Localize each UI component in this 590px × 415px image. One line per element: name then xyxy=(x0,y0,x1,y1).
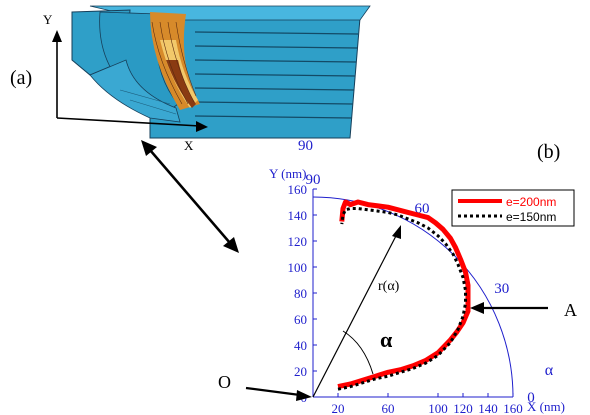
link-arrow xyxy=(141,140,239,253)
series-line-e150 xyxy=(337,207,467,391)
angle-tick-label: 0 xyxy=(527,390,535,406)
link-arrow-head-bottom-icon xyxy=(223,237,239,253)
radius-arrow-icon xyxy=(392,225,401,239)
x-tick-label: 160 xyxy=(503,401,523,415)
polar-chart: 0204060801001201401602060100120140160906… xyxy=(288,172,554,415)
x-tick-label: 20 xyxy=(332,401,345,415)
origin-pointer-head-icon xyxy=(296,390,312,401)
panel-a-x-label: X xyxy=(184,138,194,153)
angle-tick-label: 30 xyxy=(494,281,509,297)
radius-label: r(α) xyxy=(378,279,400,294)
panel-b-label: (b) xyxy=(537,141,560,163)
legend: e=200nm e=150nm xyxy=(451,189,575,227)
x-tick-label: 120 xyxy=(453,401,473,415)
panel-a-axes: Y X 90 xyxy=(43,12,313,154)
origin-pointer xyxy=(245,386,301,397)
panel-a-label: (a) xyxy=(10,67,32,89)
alpha-arc xyxy=(342,330,374,375)
annotations: r(α) α O A xyxy=(218,225,577,401)
x-tick-label: 60 xyxy=(382,401,395,415)
alpha-label: α xyxy=(380,327,393,352)
x-tick-label: 140 xyxy=(478,401,498,415)
y-axis-label: Y (nm) xyxy=(269,166,306,181)
y-tick-label: 80 xyxy=(294,286,307,301)
panel-a-y-label: Y xyxy=(43,12,53,27)
surface-3d-rendering xyxy=(71,5,371,139)
y-tick-label: 20 xyxy=(294,364,307,379)
y-tick-label: 40 xyxy=(294,338,307,353)
panel-a-y-arrow-icon xyxy=(52,30,62,42)
legend-label-e150: e=150nm xyxy=(506,210,556,224)
y-tick-label: 60 xyxy=(294,312,307,327)
y-tick-label: 120 xyxy=(288,234,308,249)
y-tick-label: 140 xyxy=(288,208,308,223)
radius-line xyxy=(312,231,399,398)
legend-box xyxy=(451,189,575,227)
link-arrow-head-top-icon xyxy=(141,140,157,156)
x-tick-label: 100 xyxy=(428,401,448,415)
panel-a-tick-90: 90 xyxy=(298,138,313,154)
angle-axis-symbol: α xyxy=(545,362,554,379)
angle-tick-label: 90 xyxy=(306,172,321,188)
point-a-pointer-head-icon xyxy=(470,302,484,314)
origin-label: O xyxy=(218,372,231,392)
y-tick-label: 100 xyxy=(288,260,308,275)
y-tick-label: 160 xyxy=(288,182,308,197)
panel-a-x-axis xyxy=(56,117,201,127)
legend-label-e200: e=200nm xyxy=(506,195,556,209)
panel-a-x-arrow-icon xyxy=(196,121,208,132)
x-axis-label: X (nm) xyxy=(527,399,565,414)
point-a-label: A xyxy=(564,300,577,320)
series-line-e200 xyxy=(337,199,471,390)
